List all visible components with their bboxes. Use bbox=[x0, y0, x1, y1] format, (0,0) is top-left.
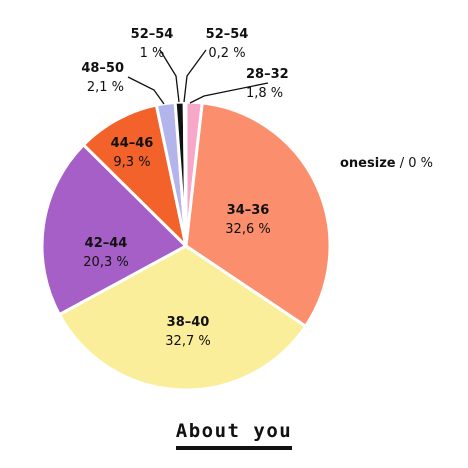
leader-line-7 bbox=[159, 49, 180, 103]
slice-value-5: 9,3 % bbox=[113, 155, 150, 170]
slice-value-6: 2,1 % bbox=[87, 80, 124, 95]
onesize-separator: / bbox=[399, 156, 409, 171]
slice-label-1: 28–32 bbox=[246, 67, 289, 82]
leader-lines bbox=[127, 49, 269, 105]
slice-label-8: 52–54 bbox=[206, 27, 249, 42]
slice-value-8: 0,2 % bbox=[208, 46, 245, 61]
slice-value-3: 32,7 % bbox=[165, 334, 210, 349]
slice-value-1: 1,8 % bbox=[246, 86, 283, 101]
slice-value-4: 20,3 % bbox=[83, 255, 128, 270]
slice-label-4: 42–44 bbox=[85, 236, 128, 251]
slice-label-5: 44–46 bbox=[111, 136, 154, 151]
slice-value-7: 1 % bbox=[140, 46, 165, 61]
slice-value-2: 32,6 % bbox=[225, 222, 270, 237]
slice-label-2: 34–36 bbox=[227, 203, 270, 218]
leader-line-8 bbox=[183, 49, 207, 103]
slice-label-3: 38–40 bbox=[167, 315, 210, 330]
slice-label-6: 48–50 bbox=[81, 61, 124, 76]
onesize-entry: onesize / 0 % bbox=[340, 156, 433, 171]
pie-slice-2 bbox=[184, 101, 332, 329]
footer: About you bbox=[0, 420, 468, 450]
pie-slice-8 bbox=[182, 100, 188, 247]
pie-slice-4 bbox=[40, 142, 189, 317]
leader-line-6 bbox=[127, 76, 165, 105]
pie-slice-5 bbox=[81, 103, 189, 251]
pie-slices bbox=[40, 100, 332, 392]
leader-line-1 bbox=[189, 82, 269, 104]
slice-label-7: 52–54 bbox=[131, 27, 174, 42]
slice-labels: 28–32 1,8 % 34–36 32,6 % 38–40 32,7 % 42–44 20,… bbox=[81, 27, 288, 349]
onesize-label: onesize bbox=[340, 156, 396, 171]
about-you-link[interactable]: About you bbox=[175, 420, 293, 450]
onesize-value: 0 % bbox=[408, 156, 434, 171]
